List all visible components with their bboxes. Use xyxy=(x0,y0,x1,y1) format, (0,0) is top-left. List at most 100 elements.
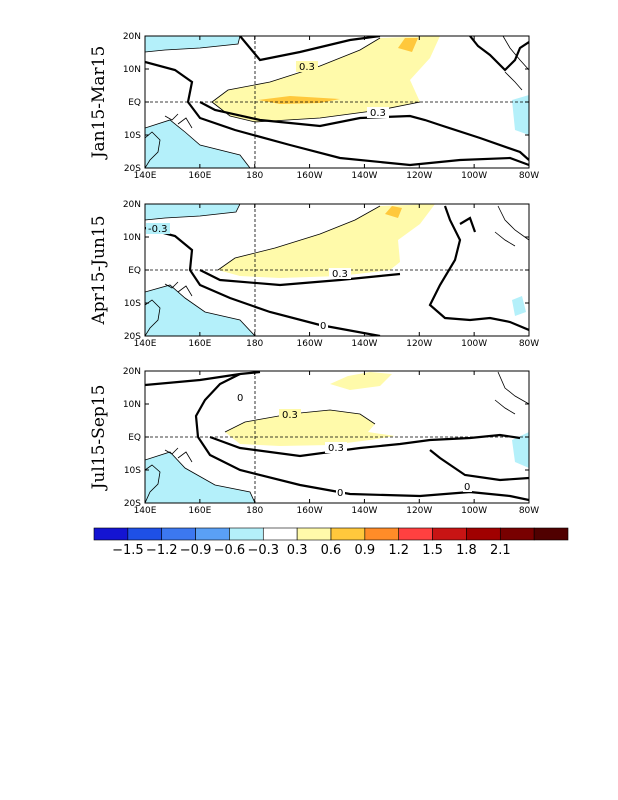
panel-1-contour-labels: 0.3 0.3 xyxy=(296,61,389,119)
colorbar-swatch xyxy=(432,527,467,541)
contour-label: 0.3 xyxy=(332,269,348,280)
neg-anomaly-region xyxy=(512,296,526,316)
panel-3-label: Jul15-Sep15 xyxy=(89,385,109,492)
colorbar-swatch xyxy=(161,527,196,541)
neg-anomaly-region xyxy=(512,432,529,468)
lat-tick-label: 20S xyxy=(124,164,141,174)
colorbar-swatch xyxy=(466,527,501,541)
colorbar-tick-label: 0.3 xyxy=(287,543,308,558)
lon-tick-label: 120W xyxy=(406,339,432,349)
panel-1-field xyxy=(145,36,529,168)
lat-tick-label: 20N xyxy=(123,200,141,210)
lon-tick-label: 120W xyxy=(406,506,432,516)
neg-anomaly-region xyxy=(145,285,255,336)
contour-label: -0.3 xyxy=(148,224,168,235)
lat-tick-label: 20S xyxy=(124,332,141,342)
colorbar-tick-label: −0.9 xyxy=(180,543,212,558)
lon-tick-label: 80W xyxy=(519,339,539,349)
colorbar-tick-label: 0.6 xyxy=(321,543,342,558)
colorbar-tick-label: −1.5 xyxy=(112,543,144,558)
colorbar-tick-labels: −1.5 −1.2 −0.9 −0.6 −0.3 0.3 0.6 0.9 1.2 1.5 1.8 2.… xyxy=(112,543,511,558)
panel-2: -0.3 0.3 0 Apr15-Jun15 20N 10N EQ 10S 20S 14… xyxy=(89,200,539,349)
colorbar-tick-label: −0.3 xyxy=(247,543,279,558)
lon-tick-label: 180 xyxy=(246,506,263,516)
lon-tick-label: 140E xyxy=(134,339,157,349)
lon-tick-label: 160E xyxy=(188,171,211,181)
contour-label: 0 xyxy=(464,482,470,493)
colorbar-tick-label: 1.5 xyxy=(422,543,443,558)
lon-tick-label: 160W xyxy=(297,339,323,349)
coastlines xyxy=(145,205,529,336)
lon-tick-label: 140W xyxy=(351,506,377,516)
lat-tick-label: 20S xyxy=(124,499,141,509)
contour-label: 0.3 xyxy=(299,62,315,73)
colorbar-tick-label: 1.8 xyxy=(456,543,477,558)
lat-tick-label: EQ xyxy=(128,433,141,443)
lon-tick-label: 100W xyxy=(461,339,487,349)
neg-anomaly-region xyxy=(145,204,240,220)
lon-tick-label: 120W xyxy=(406,171,432,181)
colorbar-swatch xyxy=(499,527,535,541)
contour-label: 0 xyxy=(237,393,243,404)
neg-anomaly-region xyxy=(145,120,250,168)
colorbar-swatch xyxy=(330,527,366,541)
lon-tick-label: 180 xyxy=(246,339,263,349)
panel-2-field xyxy=(145,204,529,336)
colorbar-tick-label: 2.1 xyxy=(490,543,511,558)
lon-tick-label: 100W xyxy=(461,171,487,181)
contour-label: 0.3 xyxy=(282,410,298,421)
lon-tick-label: 80W xyxy=(519,506,539,516)
colorbar-swatch xyxy=(229,527,264,541)
lon-tick-label: 160W xyxy=(297,171,323,181)
colorbar-swatch xyxy=(127,527,163,541)
lat-tick-label: 20N xyxy=(123,367,141,377)
pos-anomaly-region xyxy=(225,410,395,446)
lon-tick-label: 180 xyxy=(246,171,263,181)
pos-anomaly-region xyxy=(258,96,340,104)
contour-label: 0 xyxy=(320,321,326,332)
lat-tick-label: 10S xyxy=(124,131,141,141)
pos-anomaly-region xyxy=(398,38,418,52)
lat-tick-label: EQ xyxy=(128,266,141,276)
contour-label: 0.3 xyxy=(328,443,344,454)
panel-2-contour-labels: -0.3 0.3 0 xyxy=(146,223,351,332)
coastlines xyxy=(145,371,529,503)
coastlines xyxy=(145,36,529,168)
lon-tick-label: 140W xyxy=(351,171,377,181)
lon-tick-label: 160E xyxy=(188,339,211,349)
colorbar-tick-label: 0.9 xyxy=(355,543,376,558)
colorbar-swatch xyxy=(533,527,569,541)
panel-2-label: Apr15-Jun15 xyxy=(89,215,109,325)
colorbar-swatch xyxy=(262,527,298,541)
panel-1: 0.3 0.3 Jan15-Mar15 20N 10N EQ 10S 20S 140E 1… xyxy=(89,32,539,181)
colorbar-swatch xyxy=(398,527,433,541)
colorbar-swatch xyxy=(93,527,129,541)
colorbar-swatch xyxy=(296,527,332,541)
lat-tick-label: 10S xyxy=(124,299,141,309)
colorbar-swatch xyxy=(364,527,400,541)
colorbar xyxy=(93,527,569,541)
lon-tick-label: 160E xyxy=(188,506,211,516)
lat-tick-label: EQ xyxy=(128,98,141,108)
lat-tick-label: 10N xyxy=(123,400,141,410)
pos-anomaly-region xyxy=(218,204,435,278)
lat-tick-label: 20N xyxy=(123,32,141,42)
lon-tick-label: 140W xyxy=(351,339,377,349)
colorbar-tick-label: −0.6 xyxy=(214,543,246,558)
panel-3: 0 0.3 0.3 0 0 Jul15-Sep15 20N 10N EQ 10S 20S… xyxy=(89,367,539,516)
contour-label: 0 xyxy=(337,488,343,499)
panel-3-contour-labels: 0 0.3 0.3 0 0 xyxy=(236,392,472,499)
lat-tick-label: 10N xyxy=(123,233,141,243)
pos-anomaly-region xyxy=(385,206,402,218)
neg-anomaly-region xyxy=(512,95,529,135)
neg-anomaly-region xyxy=(145,452,255,503)
colorbar-tick-label: −1.2 xyxy=(146,543,178,558)
colorbar-swatch xyxy=(195,527,230,541)
pos-anomaly-region xyxy=(330,372,392,390)
lat-tick-label: 10S xyxy=(124,466,141,476)
contour-label: 0.3 xyxy=(370,108,386,119)
lon-tick-label: 100W xyxy=(461,506,487,516)
neg-anomaly-region xyxy=(145,36,240,52)
colorbar-tick-label: 1.2 xyxy=(388,543,409,558)
